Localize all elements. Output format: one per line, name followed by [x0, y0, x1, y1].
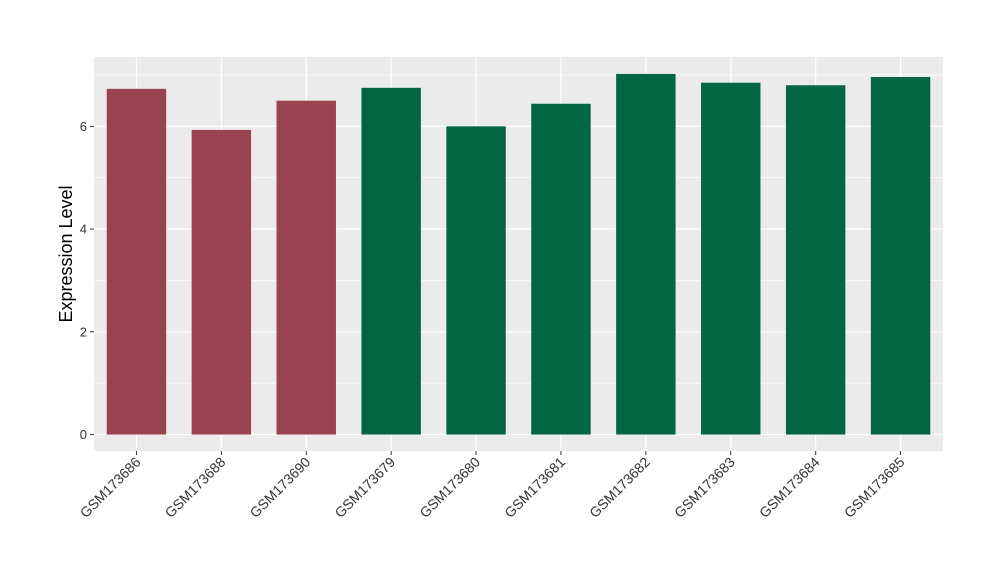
x-tick-label: GSM173684 — [756, 454, 823, 521]
bar — [446, 126, 506, 435]
x-tick-label: GSM173690 — [246, 454, 313, 521]
x-tick-label: GSM173679 — [331, 454, 398, 521]
x-tick-label: GSM173685 — [841, 454, 908, 521]
x-tick-label: GSM173688 — [162, 454, 229, 521]
bar — [191, 129, 252, 435]
y-tick-label: 0 — [80, 427, 87, 442]
bar — [616, 73, 676, 435]
bar — [106, 88, 167, 435]
x-tick-label: GSM173680 — [416, 454, 483, 521]
y-axis: 0 2 4 6 — [80, 119, 94, 442]
x-tick-label: GSM173681 — [501, 454, 568, 521]
y-tick-label: 2 — [80, 324, 87, 339]
y-tick-label: 4 — [80, 222, 87, 237]
y-tick-label: 6 — [80, 119, 87, 134]
bar — [870, 77, 931, 435]
bars — [106, 73, 931, 435]
bar — [276, 100, 336, 435]
x-axis: GSM173686 GSM173688 GSM173690 GSM173679 GSM1… — [77, 451, 908, 521]
bar — [701, 82, 761, 435]
bar — [361, 87, 421, 435]
x-tick-label: GSM173682 — [586, 454, 653, 521]
bar — [531, 103, 591, 435]
x-tick-label: GSM173683 — [671, 454, 738, 521]
y-axis-title: Expression Level — [56, 185, 76, 322]
bar — [785, 85, 846, 435]
x-tick-label: GSM173686 — [77, 454, 144, 521]
